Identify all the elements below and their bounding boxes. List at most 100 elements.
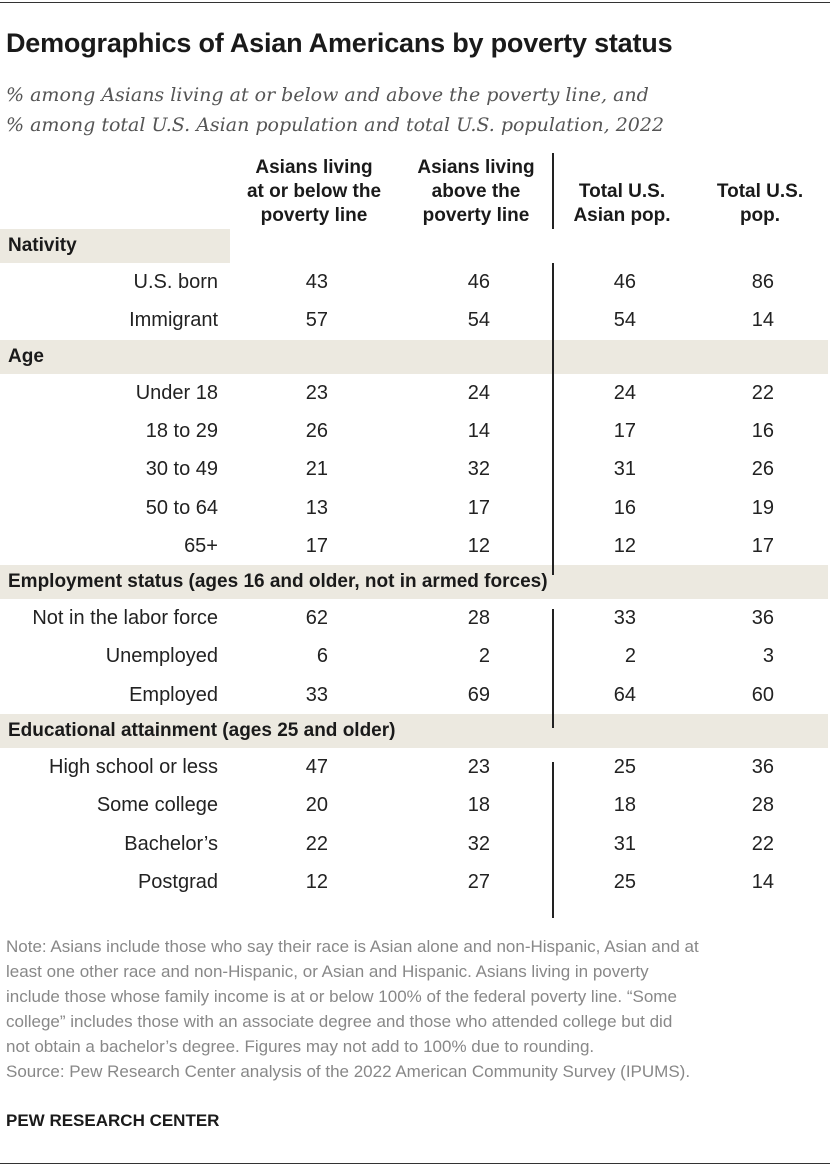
table-cell: 2 bbox=[478, 645, 490, 667]
table-cell: 22 bbox=[751, 833, 774, 855]
column-divider bbox=[552, 609, 554, 728]
table-cell: 12 bbox=[467, 535, 490, 557]
table-cell: 69 bbox=[467, 684, 490, 706]
section-band bbox=[0, 565, 828, 600]
note-line: college” includes those with an associat… bbox=[6, 1012, 673, 1031]
column-header-line: Asians living bbox=[417, 157, 535, 178]
column-header-line: Total U.S. bbox=[578, 181, 666, 202]
column-header-line: at or below the bbox=[246, 181, 382, 202]
table-cell: 18 bbox=[613, 794, 636, 816]
table-cell: 12 bbox=[305, 871, 328, 893]
table-cell: 17 bbox=[751, 535, 774, 557]
table-cell: 64 bbox=[613, 684, 636, 706]
table-cell: 32 bbox=[467, 833, 490, 855]
row-label: Postgrad bbox=[137, 871, 218, 893]
table-cell: 36 bbox=[751, 607, 774, 629]
table-cell: 31 bbox=[613, 833, 636, 855]
table-cell: 22 bbox=[305, 833, 328, 855]
table-cell: 26 bbox=[305, 420, 328, 442]
table-cell: 20 bbox=[305, 794, 328, 816]
table-cell: 46 bbox=[613, 271, 636, 293]
table-cell: 14 bbox=[467, 420, 490, 442]
table-cell: 60 bbox=[751, 684, 774, 706]
table-cell: 14 bbox=[751, 871, 774, 893]
column-header: Total U.S. Asian pop. bbox=[573, 180, 670, 228]
table-cell: 86 bbox=[751, 271, 774, 293]
column-header: Asians living above the poverty line bbox=[417, 156, 534, 228]
column-header-line: pop. bbox=[739, 205, 781, 226]
table-cell: 17 bbox=[467, 497, 490, 519]
table-cell: 13 bbox=[305, 497, 328, 519]
column-header-line: Asian pop. bbox=[573, 205, 671, 226]
table-cell: 32 bbox=[467, 458, 490, 480]
table-cell: 28 bbox=[467, 607, 490, 629]
section-label: Nativity bbox=[8, 235, 77, 256]
source-line: Source: Pew Research Center analysis of … bbox=[6, 1062, 691, 1081]
table-cell: 47 bbox=[305, 756, 328, 778]
row-label: 30 to 49 bbox=[145, 458, 218, 480]
section-band bbox=[0, 229, 230, 263]
table-cell: 31 bbox=[613, 458, 636, 480]
table-cell: 36 bbox=[751, 756, 774, 778]
row-label: U.S. born bbox=[133, 271, 218, 293]
table-cell: 43 bbox=[305, 271, 328, 293]
table-cell: 23 bbox=[467, 756, 490, 778]
row-label: 18 to 29 bbox=[145, 420, 218, 442]
column-divider bbox=[552, 762, 554, 918]
table-cell: 24 bbox=[467, 382, 490, 404]
column-header-line: poverty line bbox=[422, 205, 530, 226]
table-cell: 6 bbox=[316, 645, 328, 667]
section-label: Employment status (ages 16 and older, no… bbox=[8, 571, 548, 593]
table-cell: 12 bbox=[613, 535, 636, 557]
table-cell: 33 bbox=[305, 684, 328, 706]
row-label: Bachelor’s bbox=[124, 833, 218, 855]
bottom-rule bbox=[0, 1163, 830, 1164]
row-label: Employed bbox=[129, 684, 218, 706]
column-divider bbox=[552, 153, 554, 229]
table-cell: 16 bbox=[613, 497, 636, 519]
table-cell: 54 bbox=[613, 309, 636, 331]
table-cell: 62 bbox=[305, 607, 328, 629]
table-cell: 46 bbox=[467, 271, 490, 293]
table-cell: 28 bbox=[751, 794, 774, 816]
table-cell: 57 bbox=[305, 309, 328, 331]
table-cell: 26 bbox=[751, 458, 774, 480]
row-label: Unemployed bbox=[105, 645, 218, 667]
chart-subtitle: % among Asians living at or below and ab… bbox=[6, 80, 826, 140]
section-band bbox=[0, 339, 828, 374]
table-cell: 25 bbox=[613, 756, 636, 778]
row-label: Not in the labor force bbox=[32, 607, 218, 629]
table-cell: 24 bbox=[613, 382, 636, 404]
table-cell: 22 bbox=[751, 382, 774, 404]
note-line: include those whose family income is at … bbox=[6, 987, 677, 1006]
table-cell: 14 bbox=[751, 309, 774, 331]
row-label: 50 to 64 bbox=[145, 497, 218, 519]
table-cell: 2 bbox=[624, 645, 636, 667]
table-cell: 19 bbox=[751, 497, 774, 519]
row-label: 65+ bbox=[184, 535, 218, 557]
table-cell: 54 bbox=[467, 309, 490, 331]
row-label: Some college bbox=[96, 794, 218, 816]
row-label: High school or less bbox=[49, 756, 218, 778]
column-header: Asians living at or below the poverty line bbox=[247, 156, 381, 228]
table-cell: 23 bbox=[305, 382, 328, 404]
chart-title: Demographics of Asian Americans by pover… bbox=[6, 28, 673, 58]
column-header-line: poverty line bbox=[260, 205, 368, 226]
top-rule bbox=[0, 2, 830, 3]
chart-note: Note: Asians include those who say their… bbox=[6, 934, 832, 1084]
column-header-line: above the bbox=[431, 181, 521, 202]
subtitle-line: % among total U.S. Asian population and … bbox=[6, 114, 665, 136]
section-label: Educational attainment (ages 25 and olde… bbox=[8, 720, 396, 741]
row-label: Immigrant bbox=[129, 309, 218, 331]
note-line: Note: Asians include those who say their… bbox=[6, 937, 699, 956]
column-header-line: Total U.S. bbox=[716, 181, 804, 202]
column-divider bbox=[552, 263, 554, 575]
subtitle-line: % among Asians living at or below and ab… bbox=[6, 84, 649, 106]
pew-logo-text: PEW RESEARCH CENTER bbox=[6, 1111, 220, 1130]
section-label: Age bbox=[8, 345, 44, 367]
table-cell: 33 bbox=[613, 607, 636, 629]
column-header-line: Asians living bbox=[255, 157, 373, 178]
note-line: not obtain a bachelor’s degree. Figures … bbox=[6, 1037, 595, 1056]
table-cell: 25 bbox=[613, 871, 636, 893]
column-header: Total U.S. pop. bbox=[717, 180, 803, 228]
